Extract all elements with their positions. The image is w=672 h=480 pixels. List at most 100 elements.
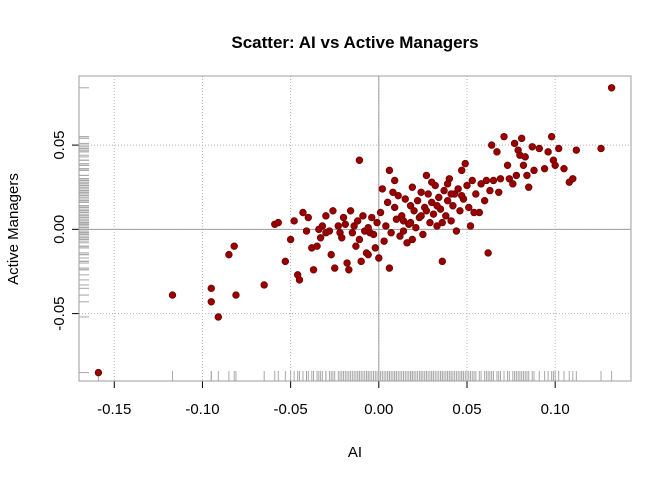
data-point <box>435 193 443 202</box>
data-point <box>480 196 489 205</box>
data-point <box>466 222 475 230</box>
data-point <box>551 161 559 170</box>
data-point <box>207 284 215 293</box>
data-point <box>443 180 452 188</box>
data-point <box>487 141 496 149</box>
data-point <box>380 237 388 245</box>
data-point <box>472 190 480 198</box>
data-point <box>327 250 335 259</box>
data-point <box>433 202 441 210</box>
data-point <box>394 191 402 200</box>
data-point <box>482 176 491 185</box>
data-point <box>408 235 417 244</box>
data-point <box>470 208 478 217</box>
data-point <box>390 176 399 185</box>
data-point <box>452 227 461 235</box>
data-point <box>369 230 378 239</box>
data-point <box>442 212 450 220</box>
data-point <box>510 139 519 148</box>
chart-title: Scatter: AI vs Active Managers <box>231 33 478 52</box>
y-tick-label: 0.00 <box>51 215 68 244</box>
data-point <box>597 144 605 153</box>
data-point <box>343 259 351 267</box>
data-point <box>350 222 358 230</box>
data-point <box>465 203 473 212</box>
data-point <box>443 196 452 205</box>
y-axis-label: Active Managers <box>5 173 22 285</box>
data-point <box>528 143 536 151</box>
data-point <box>94 368 103 377</box>
data-point <box>447 217 455 225</box>
data-point <box>438 218 446 227</box>
data-point <box>500 132 508 141</box>
data-point <box>419 230 427 239</box>
data-point <box>433 222 441 230</box>
data-points <box>94 84 616 377</box>
x-tick-label: -0.10 <box>185 401 219 418</box>
data-point <box>424 190 432 198</box>
data-point <box>403 239 411 247</box>
data-point <box>375 254 383 262</box>
data-point <box>385 166 394 175</box>
data-point <box>463 181 471 190</box>
x-tick-label: -0.05 <box>274 401 308 418</box>
data-point <box>495 188 503 196</box>
data-point <box>493 148 501 156</box>
data-point <box>572 146 581 154</box>
data-point <box>417 188 425 196</box>
data-point <box>512 171 521 180</box>
data-point <box>334 222 342 230</box>
data-point <box>399 227 408 235</box>
data-point <box>468 176 476 185</box>
plot-frame <box>78 75 632 382</box>
data-point <box>346 207 355 215</box>
data-point <box>383 198 392 207</box>
data-point <box>401 195 409 203</box>
data-point <box>348 229 357 237</box>
data-point <box>440 186 448 195</box>
data-point <box>207 298 215 306</box>
data-point <box>569 175 577 183</box>
data-point <box>371 244 379 252</box>
x-tick-label: 0.05 <box>452 401 481 418</box>
data-point <box>447 190 455 198</box>
data-point <box>364 250 372 259</box>
data-point <box>399 217 408 225</box>
axes: -0.15 -0.10 -0.05 0.00 0.05 0.10 -0.05 0.00 0.05 <box>51 130 570 418</box>
data-point <box>535 144 543 153</box>
data-point <box>315 225 323 234</box>
data-point <box>560 164 568 173</box>
data-point <box>521 153 529 161</box>
data-point <box>406 202 415 210</box>
x-tick-label: 0.00 <box>364 401 393 418</box>
data-point <box>355 235 364 244</box>
data-point <box>345 266 353 274</box>
data-point <box>341 220 350 228</box>
data-point <box>530 166 538 175</box>
data-point <box>428 198 436 207</box>
data-point <box>376 208 385 217</box>
data-point <box>299 208 307 217</box>
data-point <box>422 171 431 180</box>
data-point <box>304 213 312 222</box>
data-point <box>322 212 330 220</box>
y-tick-label: 0.05 <box>51 130 68 159</box>
data-point <box>325 227 334 235</box>
y-tick-label: -0.05 <box>51 296 68 330</box>
data-point <box>503 161 512 170</box>
data-point <box>540 164 549 173</box>
data-point <box>517 134 526 143</box>
data-point <box>413 196 422 205</box>
data-point <box>489 176 498 185</box>
data-point <box>417 212 425 220</box>
data-point <box>295 276 304 284</box>
data-point <box>428 178 436 186</box>
data-point <box>378 185 387 193</box>
data-point <box>392 215 401 223</box>
data-point <box>457 166 466 175</box>
data-point <box>357 257 365 266</box>
data-point <box>461 159 469 168</box>
data-point <box>519 161 528 170</box>
